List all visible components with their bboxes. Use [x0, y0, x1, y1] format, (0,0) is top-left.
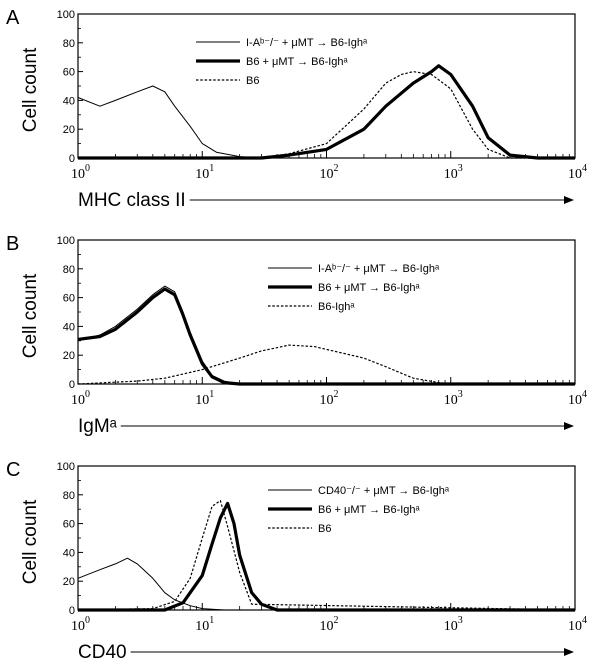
legend-entry: B6 — [318, 523, 331, 535]
legend-entry: I-Aᵇ⁻/⁻ + μMT → B6-Ighᵃ — [246, 37, 368, 49]
legend-entry: B6 + μMT → B6-Ighᵃ — [318, 504, 421, 516]
x-tick-label: 101 — [195, 163, 214, 182]
legend-entry: B6 + μMT → B6-Ighᵃ — [318, 282, 421, 294]
x-tick-label: 103 — [444, 163, 463, 182]
x-tick-label: 102 — [320, 389, 339, 408]
x-tick-label: 102 — [320, 615, 339, 634]
series-dashed-line — [77, 344, 575, 385]
x-tick-label: 101 — [195, 389, 214, 408]
x-tick-label: 100 — [71, 163, 90, 182]
x-axis-label: MHC class II — [78, 190, 186, 211]
series-thick-line — [78, 501, 575, 612]
x-tick-label: 104 — [568, 389, 587, 408]
series-dashed-line — [78, 70, 575, 159]
panel-letter: C — [6, 459, 20, 481]
y-axis-label: Cell count — [20, 47, 41, 132]
y-tick-label: 0 — [69, 605, 75, 617]
y-axis-label: Cell count — [20, 273, 41, 358]
y-tick-label: 0 — [69, 379, 75, 391]
y-tick-label: 100 — [57, 235, 75, 247]
series-thick-line — [78, 64, 575, 160]
series-thick-line — [77, 287, 575, 386]
x-axis-label: CD40 — [78, 642, 127, 662]
x-tick-label: 101 — [195, 615, 214, 634]
x-tick-label: 104 — [568, 163, 587, 182]
y-tick-label: 40 — [63, 547, 75, 559]
y-tick-label: 60 — [63, 293, 75, 305]
y-tick-label: 40 — [63, 321, 75, 333]
x-tick-label: 102 — [320, 163, 339, 182]
y-tick-label: 80 — [63, 38, 75, 50]
series-thin-line — [77, 557, 575, 611]
panel-letter: B — [6, 233, 19, 255]
x-axis-label: IgMᵃ — [78, 416, 118, 437]
legend-entry: B6-Ighᵃ — [318, 301, 355, 313]
y-tick-label: 20 — [63, 124, 75, 136]
legend-entry: I-Aᵇ⁻/⁻ + μMT → B6-Ighᵃ — [318, 263, 440, 275]
x-tick-label: 100 — [71, 389, 90, 408]
x-axis-arrowhead — [564, 648, 574, 656]
y-tick-label: 80 — [63, 490, 75, 502]
y-tick-label: 20 — [63, 576, 75, 588]
legend-entry: B6 + μMT → B6-Ighᵃ — [246, 56, 349, 68]
y-tick-label: 0 — [69, 153, 75, 165]
x-tick-label: 103 — [444, 389, 463, 408]
legend-entry: B6 — [246, 75, 259, 87]
panel-letter: A — [6, 7, 20, 29]
legend-entry: CD40⁻/⁻ + μMT → B6-Ighᵃ — [318, 485, 450, 497]
x-axis-arrowhead — [564, 422, 574, 430]
x-tick-label: 103 — [444, 615, 463, 634]
x-tick-label: 100 — [71, 615, 90, 634]
series-dashed-line — [77, 500, 576, 611]
y-tick-label: 20 — [63, 350, 75, 362]
y-tick-label: 100 — [57, 9, 75, 21]
x-tick-label: 104 — [568, 615, 587, 634]
y-axis-label: Cell count — [20, 499, 41, 584]
y-tick-label: 40 — [63, 95, 75, 107]
y-tick-label: 100 — [57, 461, 75, 473]
x-axis-arrowhead — [564, 196, 574, 204]
y-tick-label: 60 — [63, 519, 75, 531]
y-tick-label: 80 — [63, 264, 75, 276]
y-tick-label: 60 — [63, 67, 75, 79]
